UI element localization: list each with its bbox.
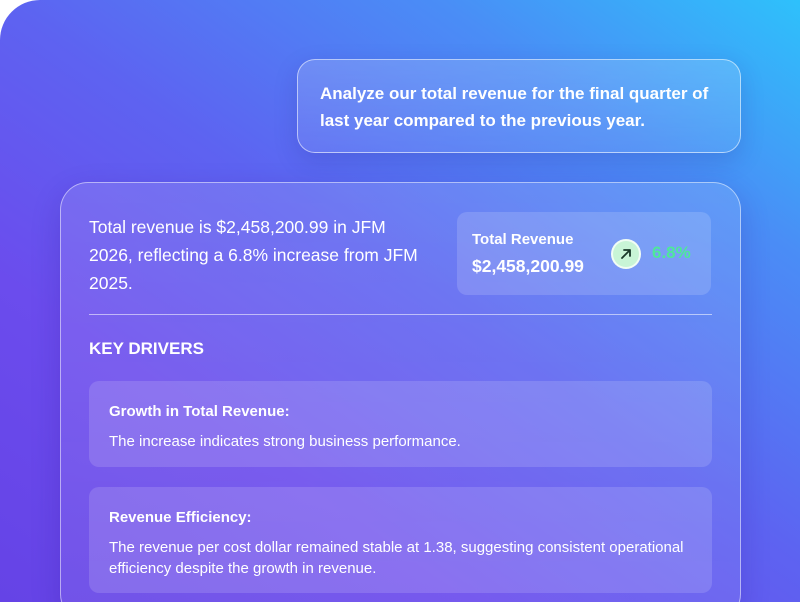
revenue-summary-text: Total revenue is $2,458,200.99 in JFM 20… bbox=[89, 217, 418, 293]
key-driver-description: The revenue per cost dollar remained sta… bbox=[109, 539, 684, 577]
metric-change-percent: 6.8% bbox=[652, 243, 691, 262]
metric-value: $2,458,200.99 bbox=[472, 256, 584, 276]
arrow-up-right-icon bbox=[611, 239, 641, 269]
section-divider bbox=[89, 314, 712, 315]
key-driver-card: Growth in Total Revenue: The increase in… bbox=[89, 381, 712, 467]
key-driver-card: Revenue Efficiency: The revenue per cost… bbox=[89, 487, 712, 593]
answer-card: Total revenue is $2,458,200.99 in JFM 20… bbox=[60, 182, 741, 602]
key-drivers-heading: KEY DRIVERS bbox=[89, 339, 204, 358]
key-driver-title: Growth in Total Revenue: bbox=[109, 403, 290, 420]
key-driver-title: Revenue Efficiency: bbox=[109, 509, 252, 526]
user-prompt-text: Analyze our total revenue for the final … bbox=[320, 84, 709, 130]
user-prompt-bubble: Analyze our total revenue for the final … bbox=[297, 59, 741, 153]
key-driver-description: The increase indicates strong business p… bbox=[109, 433, 461, 450]
total-revenue-metric-card: Total Revenue $2,458,200.99 6.8% bbox=[457, 212, 711, 295]
metric-label: Total Revenue bbox=[472, 231, 574, 248]
